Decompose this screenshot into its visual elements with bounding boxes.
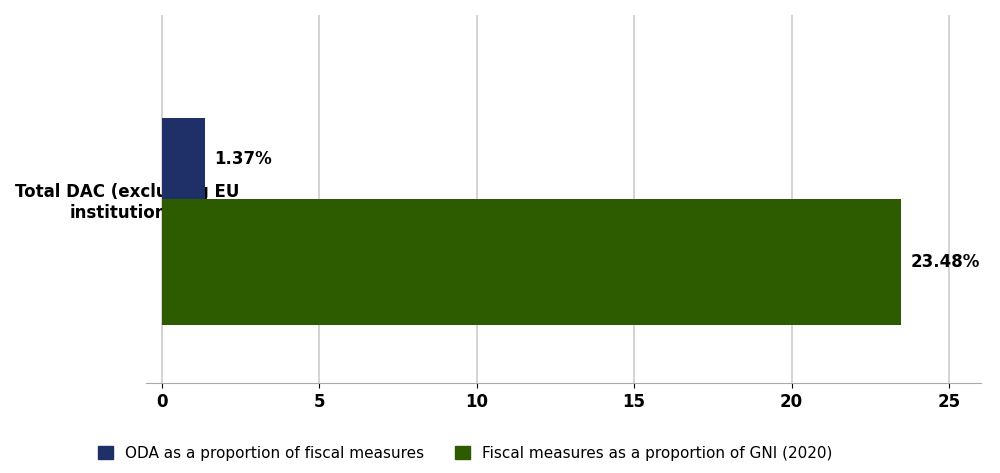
Legend: ODA as a proportion of fiscal measures, Fiscal measures as a proportion of GNI (: ODA as a proportion of fiscal measures, …	[98, 446, 833, 461]
Text: 1.37%: 1.37%	[214, 150, 272, 168]
Text: 23.48%: 23.48%	[911, 253, 980, 271]
Bar	[162, 199, 901, 325]
Bar	[162, 119, 205, 199]
